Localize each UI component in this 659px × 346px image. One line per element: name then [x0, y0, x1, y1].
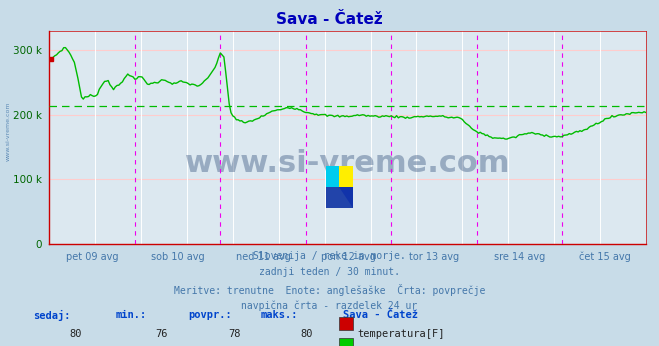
Text: 80: 80 [301, 329, 313, 339]
Text: navpična črta - razdelek 24 ur: navpična črta - razdelek 24 ur [241, 301, 418, 311]
Text: www.si-vreme.com: www.si-vreme.com [5, 102, 11, 161]
Bar [326, 166, 339, 187]
Text: Slovenija / reke in morje.: Slovenija / reke in morje. [253, 251, 406, 261]
Text: temperatura[F]: temperatura[F] [357, 329, 445, 339]
Text: 76: 76 [156, 329, 168, 339]
Text: Meritve: trenutne  Enote: anglešaške  Črta: povprečje: Meritve: trenutne Enote: anglešaške Črta… [174, 284, 485, 296]
Text: www.si-vreme.com: www.si-vreme.com [185, 148, 510, 177]
Polygon shape [339, 187, 353, 208]
Text: Sava - Čatež: Sava - Čatež [343, 310, 418, 320]
Text: maks.:: maks.: [260, 310, 298, 320]
Text: min.:: min.: [115, 310, 146, 320]
Bar [339, 187, 353, 208]
Text: sedaj:: sedaj: [33, 310, 71, 321]
Bar [339, 166, 353, 187]
Text: Sava - Čatež: Sava - Čatež [276, 12, 383, 27]
Text: 80: 80 [70, 329, 82, 339]
Text: 78: 78 [228, 329, 241, 339]
Text: povpr.:: povpr.: [188, 310, 231, 320]
Text: zadnji teden / 30 minut.: zadnji teden / 30 minut. [259, 267, 400, 277]
Bar [326, 187, 339, 208]
